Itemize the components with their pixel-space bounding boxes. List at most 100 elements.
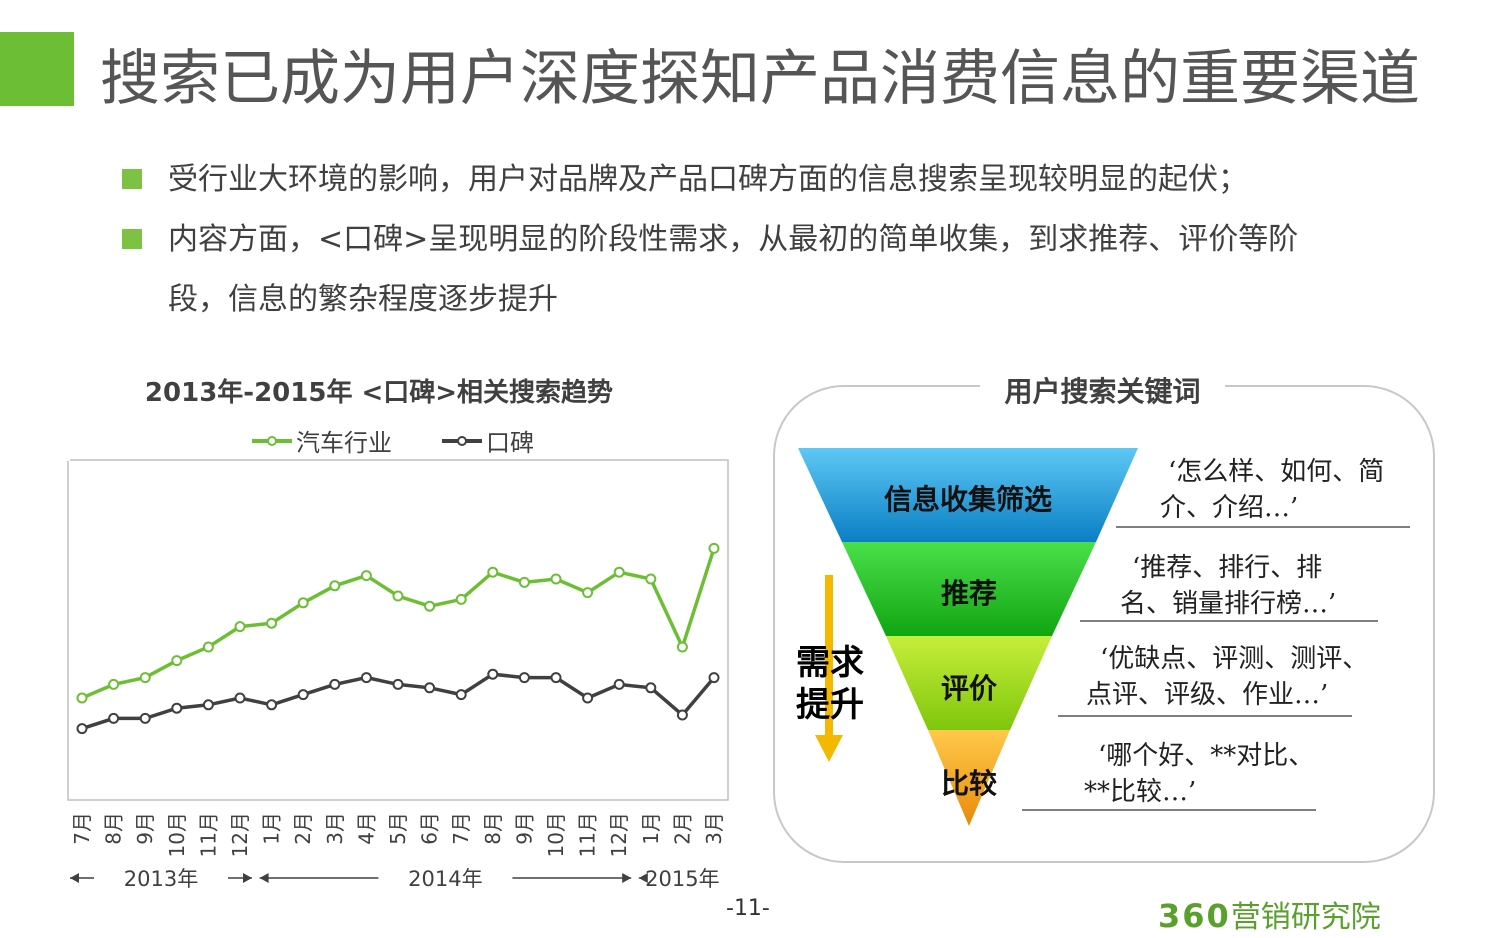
funnel-stage-collect (798, 448, 1138, 542)
data-point-0-20 (708, 542, 720, 554)
keyword-line: ‘优缺点、评测、测评、 (1100, 644, 1369, 674)
data-point-0-12 (455, 593, 467, 605)
data-point-1-3 (171, 702, 183, 714)
bullet-list: 受行业大环境的影响，用户对品牌及产品口碑方面的信息搜索呈现较明显的起伏； 内容方… (120, 150, 1440, 330)
bullet-square-icon (122, 169, 142, 189)
page-title: 搜索已成为用户深度探知产品消费信息的重要渠道 (100, 44, 1420, 114)
keyword-line: 点评、评级、作业…’ (1086, 680, 1329, 710)
x-tick-label: 5月 (386, 812, 410, 845)
keyword-line: 名、销量排行榜…’ (1120, 589, 1337, 619)
x-tick-label: 7月 (70, 812, 94, 845)
keyword-text-compare: ‘哪个好、**对比、 **比较…’ (1084, 738, 1314, 810)
data-point-0-0 (76, 692, 88, 704)
stage-label-collect: 信息收集筛选 (883, 483, 1052, 516)
keyword-line: ‘哪个好、**对比、 (1098, 741, 1315, 771)
data-point-0-7 (297, 597, 309, 609)
x-tick-label: 4月 (354, 812, 378, 845)
data-point-1-11 (424, 682, 436, 694)
chart-title: 2013年-2015年 <口碑>相关搜索趋势 (144, 378, 614, 408)
x-axis: 7月 8月 9月 10月 11月 12月 1月 2月 3月 4月 5月 6月 7月 8月 9月 10月 11月 1… (70, 812, 726, 891)
data-point-0-10 (392, 590, 404, 602)
data-point-0-1 (108, 678, 120, 690)
year-group-label: 2014年 (408, 867, 482, 891)
x-tick-label: 10月 (165, 812, 189, 857)
data-point-0-17 (613, 566, 625, 578)
x-tick-label: 2月 (291, 812, 315, 845)
data-point-1-15 (550, 672, 562, 684)
data-point-1-4 (202, 699, 214, 711)
keyword-text-evaluate: ‘优缺点、评测、测评、 点评、评级、作业…’ (1086, 641, 1368, 713)
data-point-1-6 (266, 699, 278, 711)
data-point-0-19 (676, 641, 688, 653)
year-range-arrow (512, 873, 632, 883)
data-point-1-9 (360, 672, 372, 684)
data-point-0-8 (329, 580, 341, 592)
data-point-1-20 (708, 672, 720, 684)
year-group-label: 2013年 (124, 867, 198, 891)
data-point-0-4 (202, 641, 214, 653)
bullet-text-1: 受行业大环境的影响，用户对品牌及产品口碑方面的信息搜索呈现较明显的起伏； (168, 162, 1248, 197)
data-point-0-14 (518, 576, 530, 588)
keyword-panel-title: 用户搜索关键词 (980, 370, 1225, 410)
x-tick-label: 2月 (670, 812, 694, 845)
data-point-0-2 (139, 672, 151, 684)
data-point-1-19 (676, 709, 688, 721)
page-number: -11- (726, 896, 770, 921)
keyword-text-collect: ‘怎么样、如何、简 介、介绍…’ (1160, 454, 1384, 526)
data-point-1-2 (139, 712, 151, 724)
year-range-arrow (638, 873, 648, 883)
year-range-arrow (259, 873, 379, 883)
keyword-line: 介、介绍…’ (1160, 493, 1299, 523)
keyword-line: **比较…’ (1084, 777, 1197, 807)
chart-legend: 汽车行业 口碑 (252, 429, 534, 457)
data-point-1-10 (392, 678, 404, 690)
brand-logo: 360营销研究院 (1158, 892, 1381, 936)
x-tick-label: 8月 (102, 812, 126, 845)
bullet-item-1: 受行业大环境的影响，用户对品牌及产品口碑方面的信息搜索呈现较明显的起伏； (120, 150, 1440, 210)
funnel-stage-recommend (842, 542, 1096, 636)
x-tick-label: 10月 (544, 812, 568, 857)
data-point-0-11 (424, 600, 436, 612)
data-point-1-18 (645, 682, 657, 694)
data-point-1-5 (234, 692, 246, 704)
year-range-arrow (228, 873, 252, 883)
x-tick-label: 1月 (639, 812, 663, 845)
legend-label-koubei: 口碑 (486, 429, 534, 457)
demand-arrow-icon (815, 575, 843, 762)
year-group-label: 2015年 (645, 867, 719, 891)
data-point-1-13 (487, 668, 499, 680)
x-tick-label: 3月 (702, 812, 726, 845)
data-point-1-12 (455, 689, 467, 701)
brand-number: 360 (1158, 897, 1231, 935)
data-point-0-6 (266, 617, 278, 629)
data-point-0-3 (171, 655, 183, 667)
data-point-1-1 (108, 712, 120, 724)
data-point-0-18 (645, 573, 657, 585)
bullet-text-2: 内容方面，<口碑>呈现明显的阶段性需求，从最初的简单收集，到求推荐、评价等阶 (168, 222, 1299, 257)
data-point-1-14 (518, 672, 530, 684)
year-range-arrow (70, 873, 94, 883)
data-point-0-5 (234, 621, 246, 633)
demand-label-line-2: 提升 (796, 685, 864, 725)
data-point-0-16 (582, 587, 594, 599)
funnel (798, 448, 1138, 826)
demand-rise-label: 需求 提升 (796, 642, 864, 726)
keyword-line: ‘怎么样、如何、简 (1168, 457, 1385, 487)
keyword-text-recommend: ‘推荐、排行、排 名、销量排行榜…’ (1120, 550, 1336, 622)
data-point-0-9 (360, 570, 372, 582)
x-tick-label: 12月 (607, 812, 631, 857)
data-point-1-8 (329, 678, 341, 690)
series-layer (76, 542, 720, 735)
stage-label-recommend: 推荐 (940, 577, 997, 610)
x-tick-label: 7月 (449, 812, 473, 845)
stage-label-evaluate: 评价 (940, 672, 997, 705)
plot-frame (67, 459, 729, 801)
title-accent-bar (0, 32, 74, 106)
x-tick-label: 11月 (576, 812, 600, 857)
x-tick-label: 8月 (481, 812, 505, 845)
data-point-1-7 (297, 689, 309, 701)
x-tick-label: 9月 (133, 812, 157, 845)
brand-text: 营销研究院 (1230, 900, 1381, 935)
data-point-0-15 (550, 573, 562, 585)
legend-label-car: 汽车行业 (296, 429, 392, 457)
